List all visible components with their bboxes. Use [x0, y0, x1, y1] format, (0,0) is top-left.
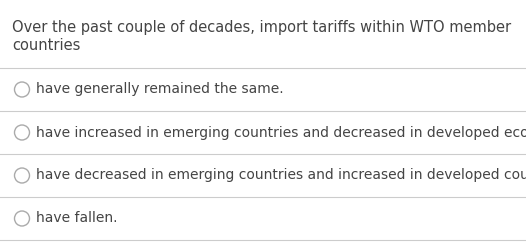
Text: have generally remained the same.: have generally remained the same. [35, 82, 283, 97]
Text: have fallen.: have fallen. [35, 211, 117, 226]
Text: countries: countries [12, 38, 80, 53]
Text: Over the past couple of decades, import tariffs within WTO member: Over the past couple of decades, import … [12, 20, 511, 35]
Text: have increased in emerging countries and decreased in developed economies.: have increased in emerging countries and… [35, 125, 526, 139]
Text: have decreased in emerging countries and increased in developed countries.: have decreased in emerging countries and… [35, 169, 526, 183]
